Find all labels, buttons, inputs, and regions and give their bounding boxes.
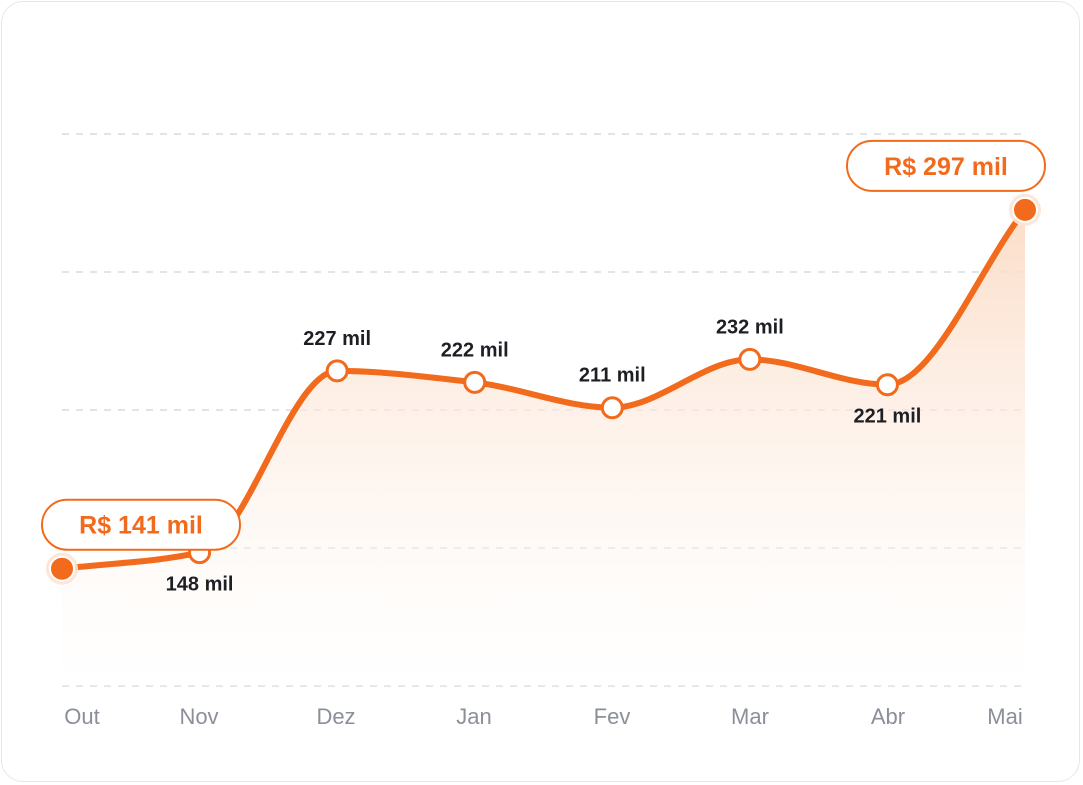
x-tick-label: Fev: [594, 704, 631, 729]
callouts: R$ 141 mil R$ 297 mil: [41, 139, 1046, 551]
data-label: 232 mil: [716, 316, 784, 338]
area-path: [62, 209, 1025, 686]
data-point: [875, 373, 899, 397]
x-tick-label: Abr: [871, 704, 905, 729]
x-axis-ticks: Out Nov Dez Jan Fev Mar Abr Mai: [64, 704, 1022, 729]
area-fill: [62, 209, 1025, 686]
highlight-point: [49, 555, 75, 582]
callout-badge: R$ 297 mil: [846, 139, 1046, 192]
callout-badge: R$ 141 mil: [41, 498, 241, 551]
callout-box: [846, 139, 1046, 192]
data-point: [738, 347, 762, 371]
x-tick-label: Dez: [316, 704, 355, 729]
x-tick-label: Out: [64, 704, 99, 729]
data-label: 148 mil: [166, 574, 234, 596]
callout-text: R$ 297 mil: [884, 153, 1008, 181]
data-label: 221 mil: [854, 406, 922, 428]
data-label: 211 mil: [579, 365, 646, 387]
callout-box: [41, 498, 241, 551]
x-tick-label: Nov: [179, 704, 218, 729]
data-point: [600, 396, 624, 420]
data-labels: 148 mil 227 mil 222 mil 211 mil 232 mil 221 m…: [166, 316, 922, 595]
data-point: [325, 359, 349, 383]
x-tick-label: Jan: [456, 704, 491, 729]
data-label: 222 mil: [441, 339, 509, 361]
highlight-point: [1012, 196, 1038, 223]
data-point: [463, 370, 487, 394]
x-tick-label: Mai: [987, 704, 1022, 729]
x-tick-label: Mar: [731, 704, 769, 729]
callout-text: R$ 141 mil: [79, 512, 203, 540]
data-label: 227 mil: [303, 328, 371, 350]
